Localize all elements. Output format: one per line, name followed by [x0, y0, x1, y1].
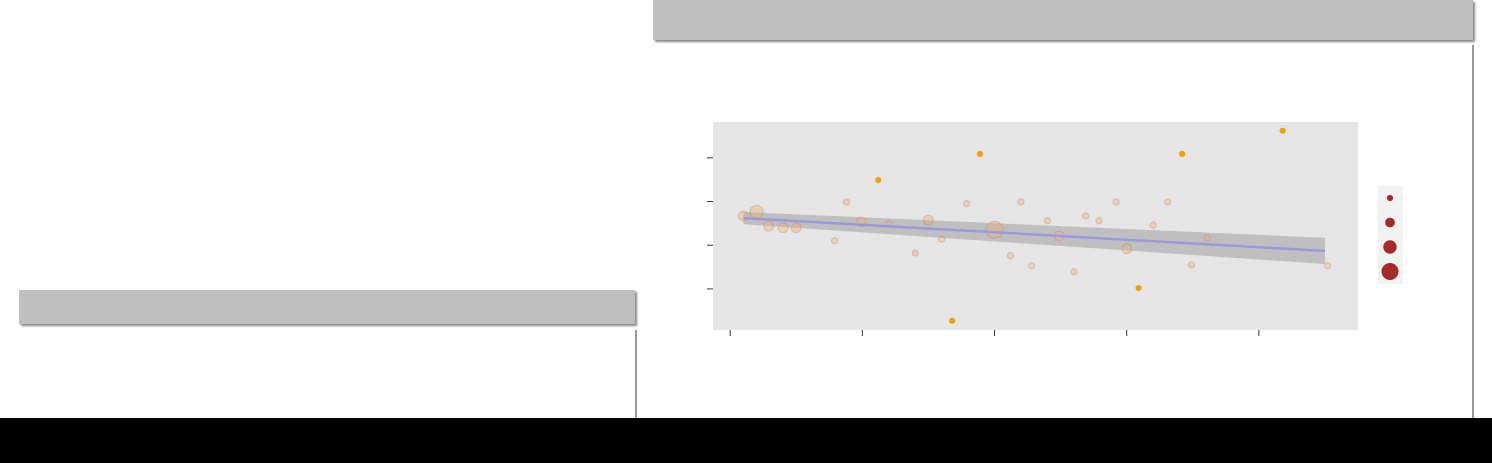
legend-key [1385, 217, 1395, 228]
point [1027, 262, 1036, 270]
point [1070, 268, 1078, 276]
point [1179, 150, 1186, 157]
point [1121, 243, 1133, 255]
point [1164, 198, 1172, 206]
taskbar [0, 418, 1492, 463]
point [830, 237, 839, 245]
point [1017, 198, 1025, 206]
point [1006, 252, 1014, 260]
point [1203, 234, 1211, 242]
fit-line [743, 216, 1326, 253]
point [949, 317, 956, 324]
confidence-band [743, 212, 1325, 265]
point [790, 222, 802, 234]
point [777, 222, 789, 234]
point [749, 204, 764, 220]
point [842, 198, 851, 206]
point [1082, 212, 1090, 220]
legend-key [1386, 194, 1394, 202]
point [1187, 261, 1196, 269]
point [1149, 221, 1157, 229]
point [963, 200, 971, 208]
point [763, 220, 774, 232]
point [923, 214, 934, 226]
panel-border [635, 330, 637, 418]
point [1135, 284, 1142, 292]
point [911, 249, 919, 257]
panel-border [1472, 45, 1474, 418]
panel-header [19, 290, 635, 324]
legend-key [1381, 263, 1399, 280]
point [985, 220, 1004, 239]
point [1043, 217, 1051, 225]
point [1112, 198, 1120, 206]
panel-header [653, 0, 1473, 40]
point [976, 150, 984, 157]
point [875, 177, 882, 184]
point [1279, 127, 1286, 134]
point [1324, 262, 1332, 270]
legend-key [1383, 240, 1397, 254]
point [938, 235, 946, 243]
chart [707, 122, 1403, 336]
point [1095, 217, 1103, 225]
